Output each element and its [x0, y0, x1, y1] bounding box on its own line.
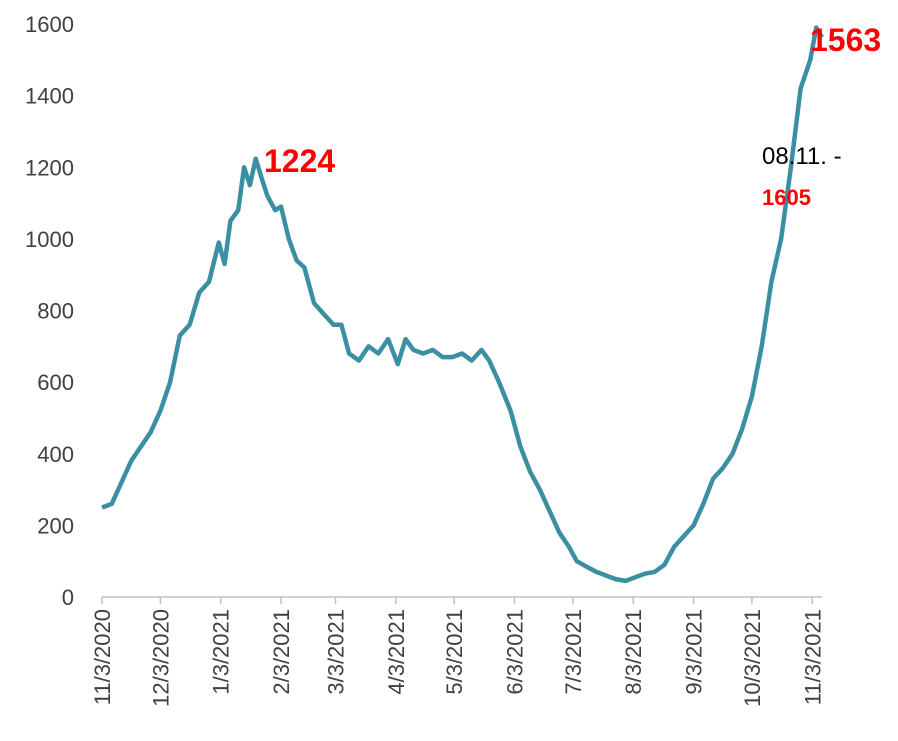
- x-tick-label: 5/3/2021: [442, 609, 467, 695]
- annotation: 08.11. -: [762, 143, 842, 170]
- x-tick-label: 8/3/2021: [621, 609, 646, 695]
- y-tick-label: 1400: [25, 84, 74, 109]
- data-line: [101, 25, 824, 584]
- y-tick-label: 400: [37, 442, 74, 467]
- x-tick-label: 4/3/2021: [384, 609, 409, 695]
- x-tick-label: 3/3/2021: [324, 609, 349, 695]
- annotation: 1563: [810, 22, 881, 58]
- y-tick-label: 600: [37, 370, 74, 395]
- x-tick-label: 10/3/2021: [740, 609, 765, 707]
- x-tick-label: 9/3/2021: [682, 609, 707, 695]
- y-tick-label: 800: [37, 299, 74, 324]
- y-tick-label: 200: [37, 513, 74, 538]
- y-tick-label: 0: [62, 585, 74, 610]
- x-tick-label: 1/3/2021: [209, 609, 234, 695]
- y-tick-label: 1600: [25, 12, 74, 37]
- y-tick-label: 1000: [25, 227, 74, 252]
- x-tick-label: 2/3/2021: [269, 609, 294, 695]
- x-tick-label: 11/3/2020: [90, 609, 115, 705]
- y-tick-label: 1200: [25, 155, 74, 180]
- annotation: 1224: [264, 143, 335, 179]
- x-tick-label: 12/3/2020: [148, 609, 173, 707]
- x-tick-label: 11/3/2021: [800, 609, 825, 705]
- x-tick-label: 6/3/2021: [503, 609, 528, 695]
- x-tick-label: 7/3/2021: [561, 609, 586, 695]
- annotation: 1605: [762, 185, 811, 210]
